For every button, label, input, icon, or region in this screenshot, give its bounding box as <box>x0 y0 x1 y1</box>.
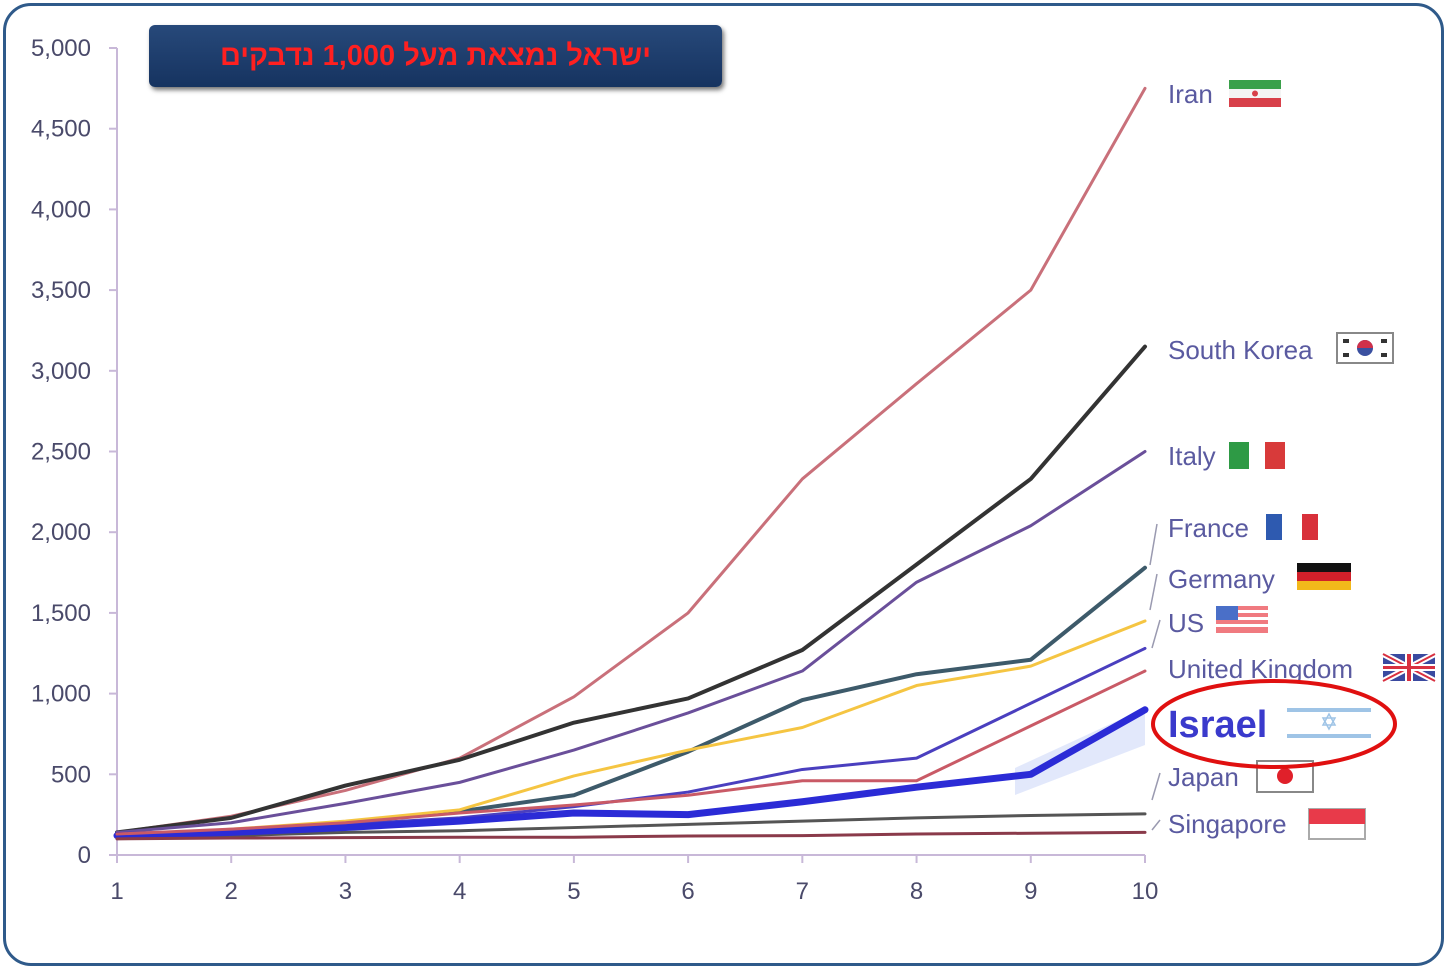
leader-line-singapore <box>1151 819 1161 831</box>
flag-south-korea-icon <box>1336 332 1394 364</box>
series-line-south-korea <box>115 344 1147 835</box>
y-tick-label: 2,000 <box>31 519 91 546</box>
legend-iran: Iran <box>1168 79 1213 109</box>
legend-singapore: Singapore <box>1168 809 1287 839</box>
flag-italy-icon <box>1229 442 1285 469</box>
x-tick-label: 4 <box>453 878 466 905</box>
y-tick-label: 4,500 <box>31 116 91 143</box>
x-tick-label: 10 <box>1132 878 1159 905</box>
israel-highlight-circle <box>1151 679 1397 769</box>
x-tick-label: 2 <box>225 878 238 905</box>
title-banner: ישראל נמצאת מעל 1,000 נדבקים <box>149 25 722 87</box>
y-tick-label: 2,500 <box>31 439 91 466</box>
leader-line-us <box>1151 619 1161 649</box>
legend-germany: Germany <box>1168 564 1275 594</box>
leader-line-france <box>1149 523 1158 566</box>
series-line-israel <box>113 706 1149 840</box>
leader-line-japan <box>1151 772 1161 801</box>
flag-us-icon <box>1216 606 1268 633</box>
y-tick-label: 5,000 <box>31 35 91 62</box>
legend-south-korea: South Korea <box>1168 335 1313 365</box>
legend-france: France <box>1168 513 1249 543</box>
series-line-france <box>115 565 1147 838</box>
slide-frame <box>3 3 1444 966</box>
series-line-italy <box>115 450 1147 834</box>
x-tick-label: 1 <box>110 878 123 905</box>
y-tick-label: 500 <box>51 761 91 788</box>
y-tick-label: 3,500 <box>31 277 91 304</box>
legend-uk: United Kingdom <box>1168 654 1353 684</box>
flag-iran-icon <box>1229 80 1281 107</box>
legend-us: US <box>1168 608 1204 638</box>
y-tick-label: 1,500 <box>31 600 91 627</box>
y-tick-label: 3,000 <box>31 358 91 385</box>
x-tick-label: 9 <box>1024 878 1037 905</box>
y-tick-label: 4,000 <box>31 196 91 223</box>
x-tick-label: 7 <box>796 878 809 905</box>
series-line-germany <box>115 812 1147 839</box>
legend-leader-lines <box>1149 523 1161 831</box>
x-tick-label: 6 <box>681 878 694 905</box>
legend-israel: Israel <box>1168 704 1267 746</box>
x-tick-label: 3 <box>339 878 352 905</box>
flag-uk-icon <box>1381 651 1437 684</box>
x-tick-label: 8 <box>910 878 923 905</box>
leader-line-germany <box>1149 573 1158 611</box>
flag-singapore-icon <box>1308 808 1366 840</box>
chart-title: ישראל נמצאת מעל 1,000 נדבקים <box>219 39 652 72</box>
chart-axes <box>116 48 1145 856</box>
series-line-singapore <box>115 830 1147 841</box>
legend-japan: Japan <box>1168 762 1239 792</box>
y-tick-label: 1,000 <box>31 681 91 708</box>
legend-italy: Italy <box>1168 441 1216 471</box>
series-line-japan <box>115 669 1147 836</box>
flag-france-icon <box>1266 514 1318 540</box>
x-tick-label: 5 <box>567 878 580 905</box>
series-line-iran <box>115 86 1147 834</box>
flag-germany-icon <box>1297 563 1351 590</box>
y-tick-label: 0 <box>78 842 91 869</box>
flag-israel-icon <box>1287 705 1371 741</box>
